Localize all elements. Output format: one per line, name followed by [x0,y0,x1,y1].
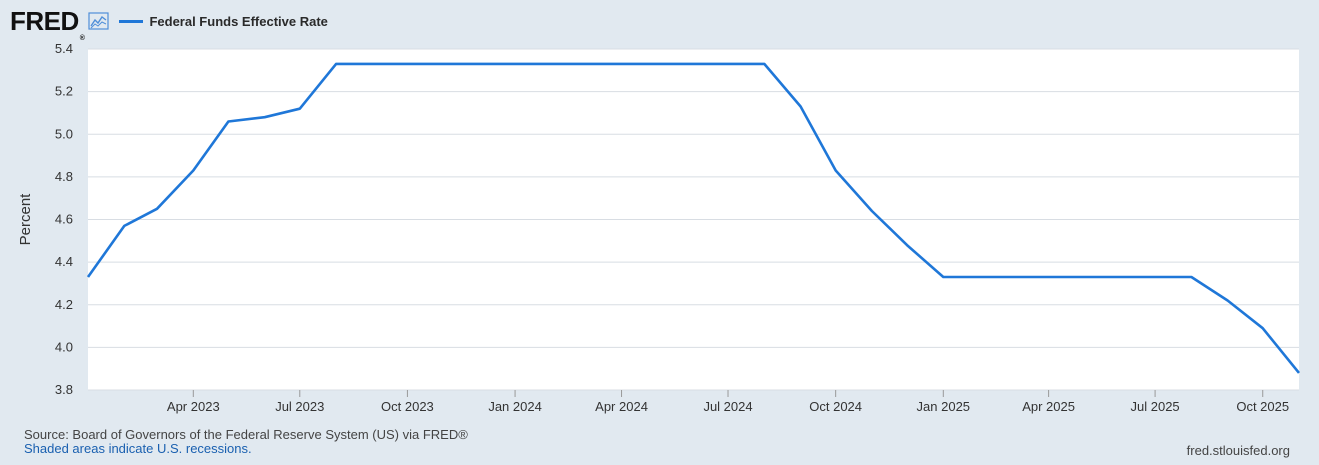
data-point[interactable] [761,61,767,67]
data-point[interactable] [833,168,839,174]
data-point[interactable] [904,242,910,248]
y-tick-label: 4.8 [55,169,73,184]
x-tick-label: Jan 2024 [488,399,542,414]
data-point[interactable] [1260,325,1266,331]
data-point[interactable] [1296,370,1302,376]
data-point[interactable] [582,61,588,67]
legend-swatch [119,19,144,23]
data-point[interactable] [369,61,375,67]
x-tick-label: Jul 2025 [1131,399,1180,414]
data-point[interactable] [1081,274,1087,280]
x-tick-label: Oct 2023 [381,399,434,414]
y-tick-label: 4.6 [55,212,73,227]
data-point[interactable] [1117,274,1123,280]
y-tick-label: 5.4 [55,41,73,56]
y-tick-label: 5.2 [55,84,73,99]
recessions-note-link[interactable]: Shaded areas indicate U.S. recessions. [24,441,252,456]
data-point[interactable] [333,61,339,67]
data-point[interactable] [869,208,875,214]
data-point[interactable] [441,61,447,67]
y-tick-label: 3.8 [55,382,73,397]
series-line[interactable] [86,62,1301,374]
data-point[interactable] [548,61,554,67]
x-tick-label: Oct 2024 [809,399,862,414]
graph-footer-source: Source: Board of Governors of the Federa… [24,428,468,456]
data-point[interactable] [977,274,983,280]
data-point[interactable] [121,223,127,229]
data-point[interactable] [225,119,231,125]
x-axis-ticks: Apr 2023 Jul 2023 Oct 2023 Jan 2024 Apr 2024… [167,390,1289,414]
data-point[interactable] [654,61,660,67]
x-tick-label: Apr 2023 [167,399,220,414]
x-tick-label: Apr 2025 [1022,399,1075,414]
data-point[interactable] [190,168,196,174]
data-point[interactable] [297,106,303,112]
legend-label[interactable]: Federal Funds Effective Rate [149,13,328,29]
data-point[interactable] [619,61,625,67]
data-point[interactable] [154,206,160,212]
data-point[interactable] [940,274,946,280]
data-point[interactable] [798,104,804,110]
data-point[interactable] [404,61,410,67]
y-tick-label: 4.2 [55,297,73,312]
y-axis-ticks: 3.8 4.0 4.2 4.4 4.6 4.8 5.0 5.2 5.4 [55,41,73,397]
data-point[interactable] [476,61,482,67]
data-point[interactable] [725,61,731,67]
data-point[interactable] [512,61,518,67]
data-point[interactable] [262,114,268,120]
x-tick-label: Jan 2025 [917,399,971,414]
data-point[interactable] [1225,298,1231,304]
series-layer [85,61,1302,376]
grid-lines [88,48,1299,391]
y-axis-label: Percent [17,193,34,246]
data-point[interactable] [1188,274,1194,280]
data-point[interactable] [1152,274,1158,280]
source-text: Source: Board of Governors of the Federa… [24,427,468,442]
y-tick-label: 4.4 [55,254,73,269]
y-tick-label: 5.0 [55,126,73,141]
data-point[interactable] [690,61,696,67]
data-point[interactable] [1009,274,1015,280]
graph-header: FRED® Federal Funds Effective Rate [10,6,328,42]
fred-logo-registered-mark: ® [79,35,85,42]
fred-logo-text: FRED [10,6,79,36]
x-tick-label: Oct 2025 [1236,399,1289,414]
data-point[interactable] [1046,274,1052,280]
site-url[interactable]: fred.stlouisfed.org [1186,443,1290,458]
x-tick-label: Apr 2024 [595,399,648,414]
line-chart-icon [88,11,110,31]
y-tick-label: 4.0 [55,339,73,354]
x-tick-label: Jul 2024 [703,399,752,414]
fred-logo[interactable]: FRED® [10,6,85,42]
data-point[interactable] [85,274,91,280]
x-tick-label: Jul 2023 [275,399,324,414]
